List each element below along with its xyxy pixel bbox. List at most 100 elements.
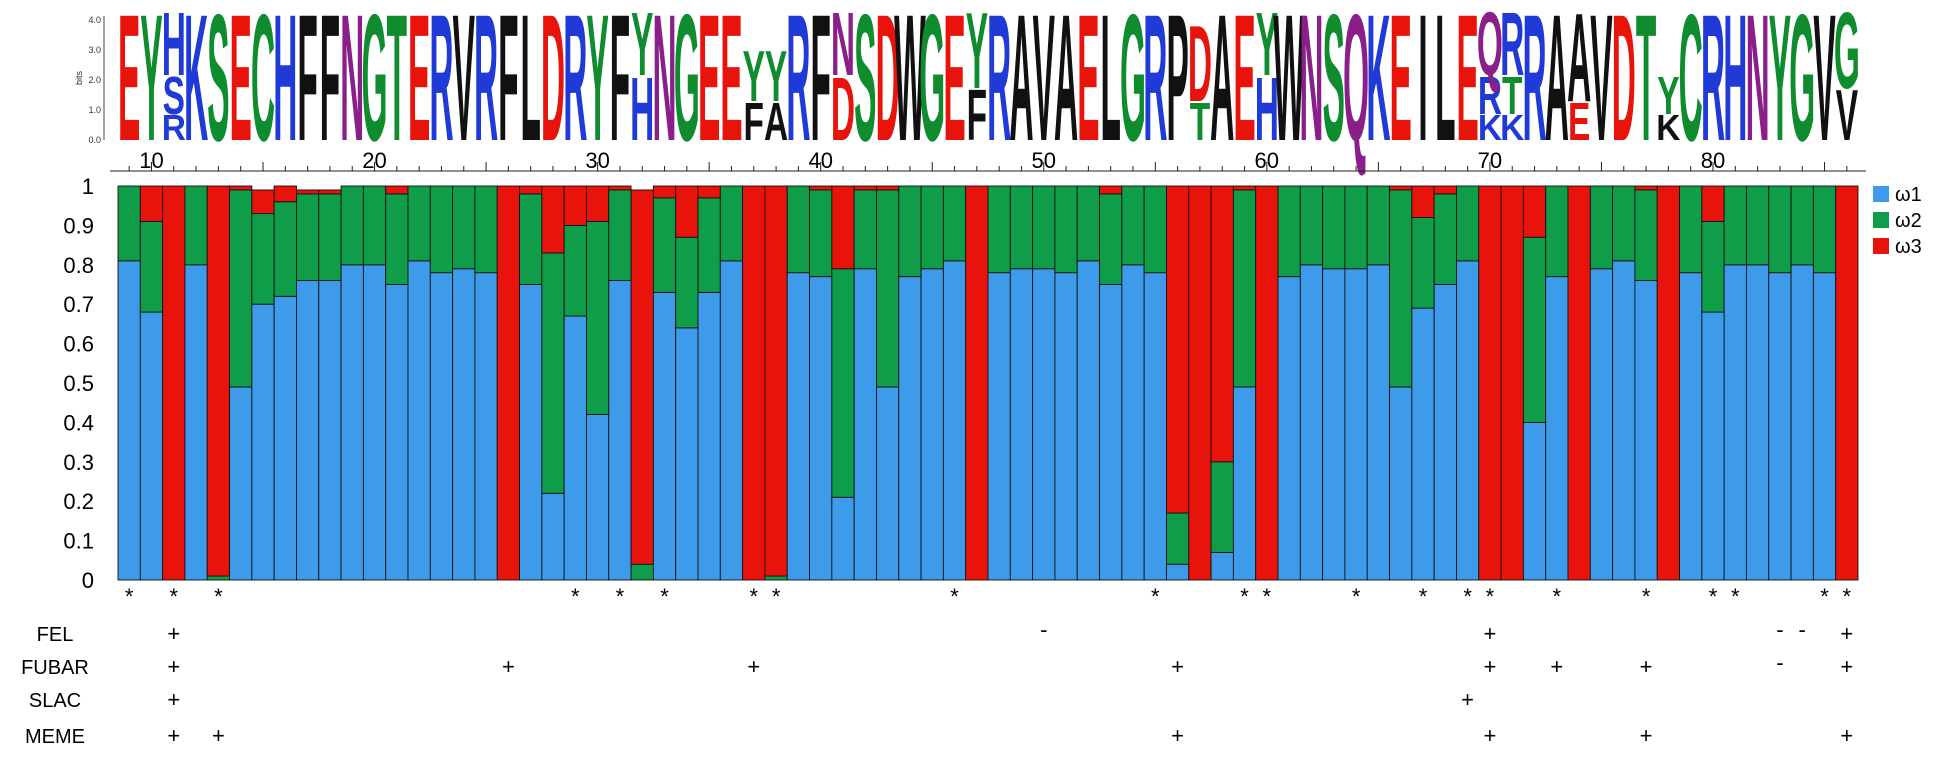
y-tick-label: 0.8	[63, 253, 94, 278]
bar-segment-27-s2	[519, 193, 543, 285]
logo-letter: R	[786, 0, 810, 179]
logo-letter: E	[230, 0, 252, 179]
bar-segment-68-s3	[1433, 185, 1457, 195]
significance-star: *	[1553, 584, 1562, 609]
bar-segment-67-s3	[1411, 185, 1435, 218]
bar-segment-55-s1	[1143, 272, 1167, 581]
bar-segment-80-s2	[1701, 221, 1725, 313]
significance-star: *	[1843, 584, 1852, 609]
logo-letter: I	[1418, 0, 1427, 179]
bar-segment-56-s3	[1166, 185, 1190, 514]
bar-segment-53-s2	[1099, 193, 1123, 285]
x-tick-label: 10	[139, 148, 163, 173]
bar-segment-79-s1	[1679, 272, 1703, 581]
logo-letter: Y	[1256, 0, 1278, 95]
x-axis: 10 20 30 40 50 60 70 80	[110, 148, 1866, 173]
bar-segment-74-s3	[1567, 185, 1591, 581]
bar-segment-13-s3	[206, 185, 230, 577]
bar-segment-82-s1	[1746, 264, 1770, 581]
logo-letter: Y	[743, 36, 765, 117]
y-tick-label: 0.2	[63, 489, 94, 514]
bar-segment-29-s2	[563, 224, 587, 317]
bar-segment-57-s3	[1188, 185, 1212, 581]
logo-letter: S	[854, 0, 876, 179]
bar-segment-59-s1	[1232, 386, 1257, 581]
significance-star: *	[214, 584, 223, 609]
logo-letter: Y	[631, 0, 653, 95]
legend-swatch	[1873, 212, 1889, 228]
positive-selection-mark: +	[1550, 654, 1563, 679]
bar-segment-14-s2	[229, 189, 253, 388]
logo-letter: Y	[966, 0, 988, 111]
bar-segment-69-s1	[1456, 260, 1480, 581]
bar-segment-24-s1	[452, 268, 476, 581]
logo-letter: D	[831, 59, 855, 160]
bar-segment-12-s1	[184, 264, 208, 581]
bar-segment-61-s2	[1277, 185, 1301, 278]
bar-segment-76-s2	[1612, 185, 1636, 262]
logo-letter: W	[894, 0, 926, 179]
logo-letter: G	[919, 0, 945, 179]
bar-segment-81-s2	[1723, 185, 1747, 266]
bar-segment-38-s2	[764, 575, 788, 581]
significance-stars: * * * * * * * * * * * * * * * * * * * * * *	[125, 584, 1852, 609]
logo-letter: E	[1456, 0, 1478, 179]
legend-label: ω3	[1895, 236, 1922, 258]
bar-segment-75-s1	[1589, 268, 1614, 581]
logo-y-tick-label: 3.0	[88, 45, 101, 55]
bar-segment-45-s2	[920, 185, 944, 270]
bar-segment-86-s3	[1835, 185, 1859, 581]
logo-letter: R	[563, 0, 587, 179]
bar-segment-60-s3	[1255, 185, 1279, 581]
bar-segment-34-s3	[675, 185, 699, 238]
logo-letter: E	[1390, 0, 1412, 179]
logo-letter: F	[498, 0, 518, 179]
significance-star: *	[125, 584, 134, 609]
negative-selection-mark: -	[1776, 617, 1783, 642]
logo-letter: Y	[765, 36, 787, 117]
logo-letter: E	[1568, 91, 1590, 152]
logo-letter: F	[967, 75, 987, 156]
significance-star: *	[1419, 584, 1428, 609]
bar-segment-39-s2	[786, 185, 810, 274]
legend-label: ω2	[1895, 210, 1922, 232]
logo-letter: A	[764, 91, 788, 152]
method-label-slac: SLAC	[29, 690, 81, 712]
bar-segment-52-s2	[1076, 185, 1100, 262]
method-label-meme: MEME	[25, 726, 85, 748]
bar-segment-49-s2	[1009, 185, 1034, 270]
bar-segment-31-s3	[608, 185, 632, 191]
logo-letter: G	[362, 0, 388, 179]
y-tick-label: 0.5	[63, 371, 94, 396]
logo-letter: G	[1789, 0, 1815, 179]
bar-segment-30-s1	[586, 414, 610, 581]
bar-segment-11-s3	[162, 185, 186, 581]
bar-segment-82-s2	[1746, 185, 1770, 266]
bar-segment-48-s2	[987, 185, 1011, 274]
logo-letter: R	[1500, 0, 1524, 95]
bar-segment-66-s1	[1389, 386, 1413, 581]
y-tick-label: 0.4	[63, 410, 94, 435]
logo-letter: C	[1679, 0, 1703, 179]
bar-segment-80-s1	[1701, 311, 1725, 581]
bar-segment-22-s2	[407, 185, 431, 262]
logo-letter: F	[744, 91, 764, 152]
significance-star: *	[1240, 584, 1249, 609]
bar-segment-72-s1	[1522, 421, 1547, 581]
logo-letter: T	[387, 0, 407, 179]
logo-y-tick-label: 4.0	[88, 15, 101, 25]
logo-letter: T	[1190, 91, 1211, 152]
significance-star: *	[772, 584, 781, 609]
bar-segment-69-s2	[1456, 185, 1480, 262]
bar-segment-68-s1	[1433, 284, 1457, 581]
bar-segment-28-s2	[541, 252, 565, 494]
logo-letter: R	[1478, 65, 1502, 126]
bar-segment-25-s2	[474, 185, 498, 274]
logo-y-tick-label: 0.0	[88, 135, 101, 145]
bar-segment-33-s2	[652, 197, 677, 293]
bar-segment-55-s2	[1143, 185, 1167, 274]
logo-letter: Q	[1343, 0, 1369, 179]
x-tick-label: 40	[808, 148, 832, 173]
method-rows: FEL + + +- - -FUBAR + + + + + + + +-SLAC + +MEME + + + + + +	[21, 617, 1853, 748]
bar-segment-20-s2	[362, 185, 387, 266]
